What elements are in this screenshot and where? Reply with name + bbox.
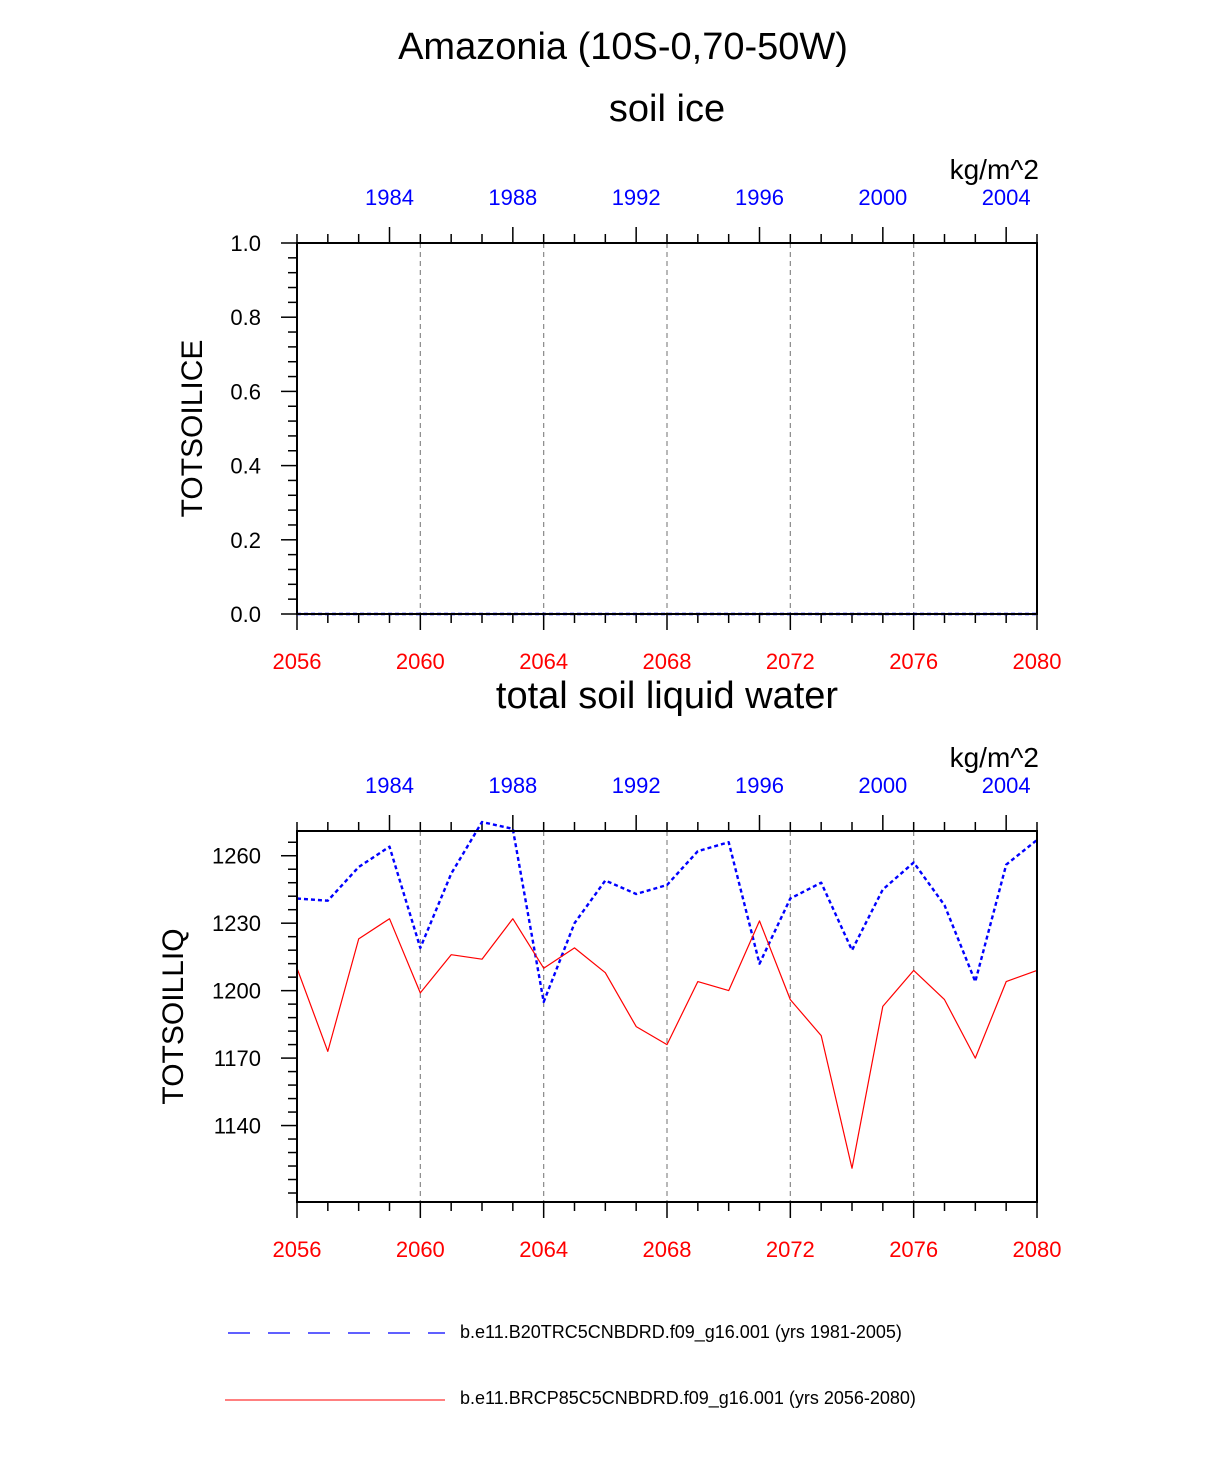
- soil-liquid-top-tick-label: 1996: [735, 773, 784, 798]
- soil-liquid-panel: 2056 2060 2064 2068 2072 2076 2080 1984 1988 1992…: [157, 742, 1061, 1262]
- soil-liquid-top-tick-label: 1992: [612, 773, 661, 798]
- soil-ice-bottom-tick-label: 2060: [396, 649, 445, 674]
- soil-liquid-bottom-tick-label: 2064: [519, 1237, 568, 1262]
- soil-ice-top-tick-label: 1996: [735, 185, 784, 210]
- soil-liquid-top-tick-label: 2004: [982, 773, 1031, 798]
- soil-liquid-y-tick-label: 1140: [214, 1114, 261, 1139]
- soil-liquid-y-axis-title: TOTSOILLIQ: [157, 928, 190, 1104]
- soil-liquid-units-label: kg/m^2: [950, 742, 1039, 773]
- soil-ice-panel: 2056 2060 2064 2068 2072 2076 2080 1984 1988 1992…: [176, 154, 1061, 674]
- soil-ice-top-tick-label: 1988: [488, 185, 537, 210]
- soil-ice-panel-title: soil ice: [608, 88, 726, 130]
- soil-ice-bottom-tick-label: 2064: [519, 649, 568, 674]
- soil-ice-top-tick-label: 1984: [365, 185, 414, 210]
- soil-ice-bottom-tick-label: 2080: [1013, 649, 1062, 674]
- soil-ice-top-tick-label: 1992: [612, 185, 661, 210]
- soil-ice-y-axis-title: TOTSOILICE: [176, 340, 209, 518]
- soil-liquid-bottom-tick-label: 2056: [273, 1237, 322, 1262]
- soil-liquid-bottom-tick-label: 2060: [396, 1237, 445, 1262]
- soil-liquid-bottom-tick-label: 2068: [643, 1237, 692, 1262]
- soil-ice-y-tick-label: 0.0: [230, 602, 261, 627]
- soil-ice-y-tick-label: 1.0: [230, 231, 261, 256]
- soil-liquid-plot-frame: [296, 830, 1038, 1203]
- soil-liquid-y-tick-label: 1230: [212, 911, 261, 936]
- soil-ice-top-tick-label: 2000: [858, 185, 907, 210]
- soil-ice-bottom-tick-label: 2056: [273, 649, 322, 674]
- soil-liquid-top-tick-label: 1988: [488, 773, 537, 798]
- figure-title: Amazonia (10S-0,70-50W): [398, 26, 848, 68]
- soil-ice-y-tick-label: 0.4: [230, 454, 261, 479]
- soil-ice-bottom-tick-label: 2072: [766, 649, 815, 674]
- legend: [225, 1332, 445, 1401]
- soil-liquid-series-rcp85-line: [296, 918, 1038, 1169]
- soil-liquid-y-tick-label: 1200: [212, 979, 261, 1004]
- soil-liquid-y-tick-label: 1170: [214, 1046, 261, 1071]
- soil-ice-units-label: kg/m^2: [950, 154, 1039, 185]
- soil-liquid-panel-title: total soil liquid water: [495, 675, 839, 717]
- soil-ice-plot-frame: [296, 242, 1038, 615]
- soil-ice-top-tick-label: 2004: [982, 185, 1031, 210]
- soil-ice-y-tick-label: 0.8: [230, 305, 261, 330]
- soil-ice-y-tick-label: 0.6: [230, 379, 261, 404]
- soil-liquid-y-tick-label: 1260: [212, 844, 261, 869]
- soil-liquid-bottom-tick-label: 2080: [1013, 1237, 1062, 1262]
- soil-liquid-series-historical-line: [296, 820, 1038, 1004]
- soil-ice-bottom-tick-label: 2076: [889, 649, 938, 674]
- soil-ice-bottom-tick-label: 2068: [643, 649, 692, 674]
- soil-liquid-bottom-tick-label: 2072: [766, 1237, 815, 1262]
- soil-liquid-top-tick-label: 1984: [365, 773, 414, 798]
- soil-ice-y-tick-label: 0.2: [230, 528, 261, 553]
- soil-liquid-bottom-tick-label: 2076: [889, 1237, 938, 1262]
- soil-liquid-top-tick-label: 2000: [858, 773, 907, 798]
